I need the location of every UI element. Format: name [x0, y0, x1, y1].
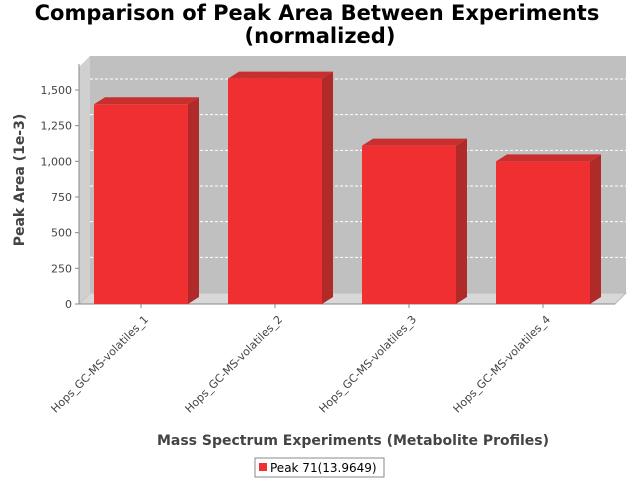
bar-side — [322, 71, 333, 304]
bar-top — [228, 71, 333, 79]
chart-title: Comparison of Peak Area Between Experime… — [35, 1, 600, 25]
bar — [362, 145, 456, 304]
bar-side — [590, 154, 601, 304]
bar-top — [362, 138, 467, 146]
legend-label: Peak 71(13.9649) — [270, 461, 377, 475]
y-tick-label: 1,500 — [41, 84, 73, 97]
y-tick-label: 500 — [51, 227, 72, 240]
y-tick-label: 750 — [51, 191, 72, 204]
y-tick-label: 1,000 — [41, 155, 73, 168]
bar — [496, 161, 590, 304]
bar-side — [188, 97, 199, 305]
legend: Peak 71(13.9649) — [254, 457, 385, 478]
legend-swatch — [259, 463, 267, 471]
y-axis-label: Peak Area (1e-3) — [12, 114, 28, 247]
bar-side — [456, 138, 467, 304]
x-tick-label: Hops_GC-MS-volatiles_3 — [317, 313, 420, 416]
y-tick-label: 250 — [51, 262, 72, 275]
y-tick-label: 1,250 — [41, 120, 73, 133]
y-tick-label: 0 — [65, 298, 72, 311]
bar — [228, 78, 322, 304]
x-axis-label: Mass Spectrum Experiments (Metabolite Pr… — [157, 433, 549, 449]
legend-box — [254, 457, 385, 478]
x-tick-label: Hops_GC-MS-volatiles_4 — [451, 313, 554, 416]
plot-area: 0 250 500 750 1,000 1,250 1,500 Hops_GC-MS-vola… — [41, 56, 628, 416]
bar-top — [94, 97, 199, 105]
x-tick-label: Hops_GC-MS-volatiles_1 — [49, 313, 152, 416]
plot-side-wall — [79, 56, 90, 304]
bar — [94, 104, 188, 305]
chart-subtitle: (normalized) — [245, 24, 396, 48]
bar-top — [496, 154, 601, 162]
x-tick-label: Hops_GC-MS-volatiles_2 — [183, 313, 286, 416]
